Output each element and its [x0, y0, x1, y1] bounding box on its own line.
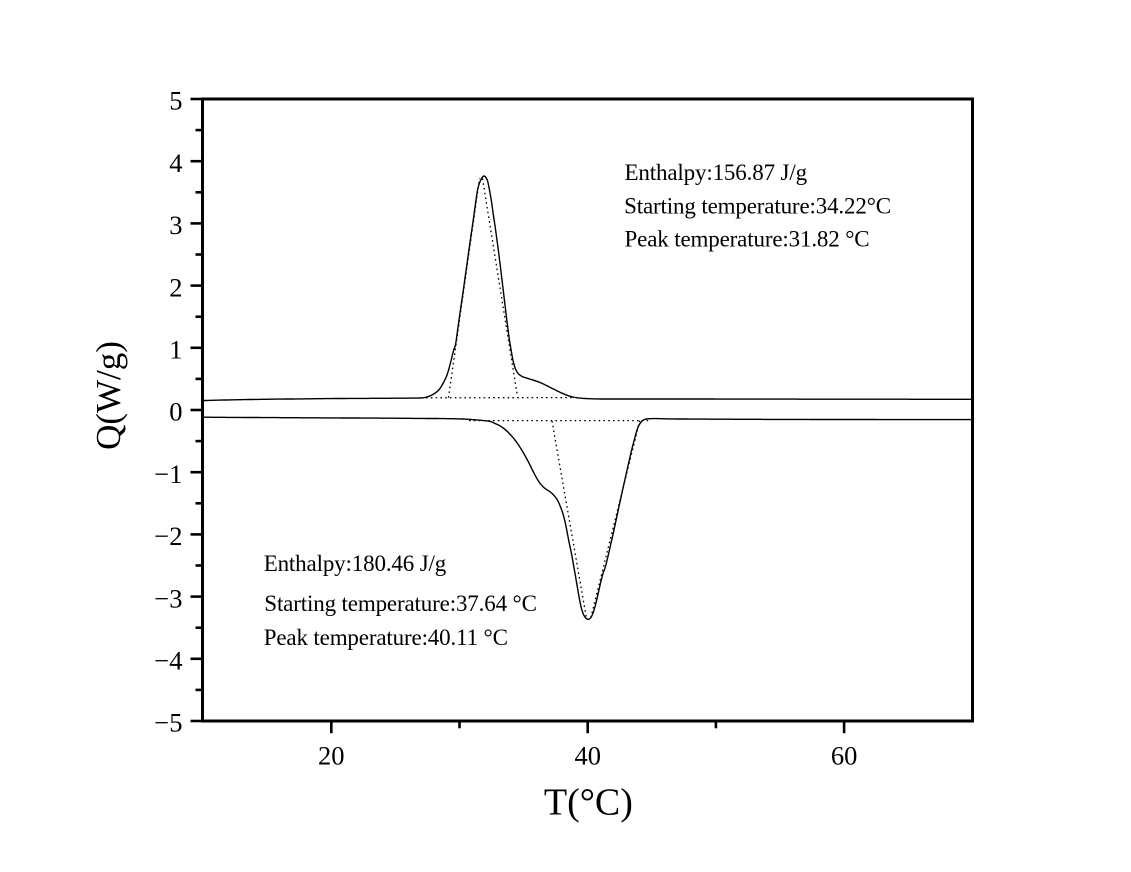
svg-text:3: 3: [169, 210, 182, 240]
svg-text:−3: −3: [154, 583, 182, 613]
svg-text:Peak temperature:40.11 °C: Peak temperature:40.11 °C: [264, 625, 508, 650]
svg-text:Peak temperature:31.82 °C: Peak temperature:31.82 °C: [625, 226, 870, 251]
svg-text:−2: −2: [154, 521, 182, 551]
svg-text:Starting temperature:37.64 °C: Starting temperature:37.64 °C: [264, 591, 536, 616]
svg-text:5: 5: [169, 86, 182, 116]
svg-text:−5: −5: [154, 708, 182, 738]
svg-text:−1: −1: [154, 459, 182, 489]
svg-text:Starting temperature:34.22°C: Starting temperature:34.22°C: [624, 194, 891, 219]
svg-text:Enthalpy:156.87 J/g: Enthalpy:156.87 J/g: [625, 160, 808, 185]
svg-text:0: 0: [169, 397, 182, 427]
svg-text:2: 2: [169, 272, 182, 302]
svg-text:40: 40: [574, 741, 601, 771]
svg-text:Enthalpy:180.46 J/g: Enthalpy:180.46 J/g: [264, 551, 447, 576]
svg-text:20: 20: [318, 741, 345, 771]
svg-text:60: 60: [831, 741, 858, 771]
svg-text:−4: −4: [154, 646, 182, 676]
svg-text:Q(W/g): Q(W/g): [89, 341, 128, 450]
svg-text:4: 4: [169, 148, 182, 178]
svg-text:1: 1: [169, 335, 182, 365]
svg-text:T(°C): T(°C): [544, 782, 633, 824]
